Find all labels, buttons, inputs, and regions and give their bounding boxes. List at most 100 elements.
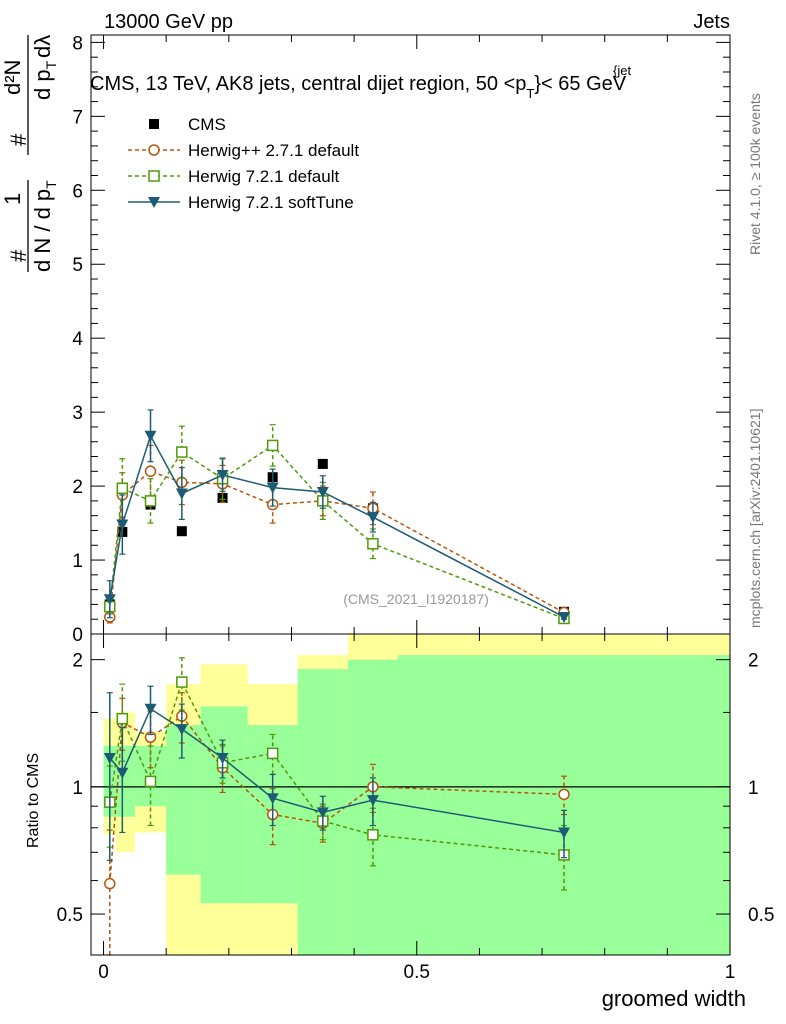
point-herwig-7-2-1-default	[367, 538, 379, 550]
main-ytick-label: 0	[72, 625, 83, 646]
side-label-top: Rivet 4.1.0, ≥ 100k events	[747, 93, 763, 255]
watermark: (CMS_2021_I1920187)	[343, 591, 489, 607]
point-herwig-7-2-1-softtune	[557, 827, 570, 839]
ylabel-den: d N / d pT	[30, 180, 59, 272]
x-axis-label: groomed width	[602, 986, 746, 1011]
main-ytick-label: 2	[72, 477, 83, 498]
main-ytick-label: 3	[72, 403, 83, 424]
xtick-label: 1	[725, 962, 736, 983]
ylabel-dlam: dλ	[30, 35, 55, 58]
point-herwig-7-2-1-softtune	[116, 519, 129, 531]
xtick-label: 0.5	[404, 962, 430, 983]
point-herwig-7-2-1-default	[266, 439, 279, 452]
plot-title: CMS, 13 TeV, AK8 jets, central dijet reg…	[90, 73, 627, 101]
point-herwig-2-7-1-default	[558, 788, 570, 801]
ylabel-den2: d pT	[30, 60, 59, 100]
ratio-ytick-label-right: 0.5	[748, 905, 774, 926]
series-cms	[104, 458, 569, 617]
xtick-label: 0	[98, 962, 109, 983]
category-label: Jets	[693, 11, 730, 33]
ratio-ytick-label: 1	[72, 778, 83, 799]
main-frame	[90, 34, 731, 635]
point-herwig-2-7-1-default	[144, 465, 157, 478]
point-herwig-7-2-1-softtune	[103, 594, 116, 606]
series-herwig-7-2-1-softtune	[103, 409, 570, 623]
legend-item-cms: CMS	[149, 115, 226, 134]
legend-label: Herwig++ 2.7.1 default	[188, 141, 359, 160]
ratio-ytick-label-right: 1	[748, 778, 759, 799]
point-herwig-7-2-1-default	[176, 446, 188, 458]
point-herwig-7-2-1-softtune	[557, 611, 570, 623]
plot-title-sup: {jet	[613, 63, 631, 78]
point-herwig-7-2-1-softtune	[103, 753, 116, 765]
legend: CMS Herwig++ 2.7.1 default Herwig 7.2.1 de…	[128, 115, 359, 212]
legend-marker-herwig-2-7-1-default	[148, 144, 160, 156]
main-ytick-label: 8	[72, 33, 83, 54]
band-green	[103, 655, 730, 955]
main-ylabel: # 1 d N / d pT # d²N d pT dλ	[0, 35, 59, 272]
main-ytick-label: 4	[72, 329, 83, 350]
ylabel-one: 1	[0, 193, 25, 205]
side-label-bottom: mcplots.cern.ch [arXiv:2401.10621]	[747, 409, 763, 628]
main-panel: 0 1 2 3 4 5 6 7 8	[72, 33, 731, 646]
main-ytick-label: 7	[72, 107, 83, 128]
point-herwig-7-2-1-softtune	[366, 795, 379, 807]
point-herwig-7-2-1-softtune	[144, 430, 157, 442]
point-herwig-2-7-1-default	[104, 877, 116, 890]
legend-item-herwig-7-2-1-default: Herwig 7.2.1 default	[128, 167, 339, 186]
point-herwig-7-2-1-softtune	[366, 512, 379, 524]
main-ytick-label: 6	[72, 181, 83, 202]
point-herwig-7-2-1-default	[116, 482, 129, 495]
point-herwig-7-2-1-softtune	[316, 807, 329, 819]
band-bin-green	[200, 706, 248, 904]
point-herwig-7-2-1-softtune	[216, 753, 229, 765]
plot-title-main: CMS, 13 TeV, AK8 jets, central dijet reg…	[90, 73, 526, 95]
point-herwig-7-2-1-softtune	[175, 488, 188, 500]
point-cms	[317, 458, 328, 469]
ratio-panel: 0.5 1 2 0.5 1 2 0 0.5 1	[57, 633, 774, 983]
ratio-frame	[90, 633, 731, 956]
ratio-ytick-label-right: 2	[748, 651, 759, 672]
point-herwig-7-2-1-default	[144, 495, 157, 507]
point-herwig-7-2-1-softtune	[266, 793, 279, 805]
series-line-herwig-2-7-1-default	[109, 470, 565, 618]
series-herwig-2-7-1-default	[104, 444, 570, 624]
legend-label: Herwig 7.2.1 default	[188, 167, 339, 186]
ylabel-hash-2: #	[6, 133, 31, 146]
point-herwig-7-2-1-default	[144, 775, 157, 788]
series-line-herwig-7-2-1-default	[109, 680, 565, 856]
point-herwig-7-2-1-softtune	[216, 470, 229, 482]
point-herwig-7-2-1-softtune	[116, 767, 129, 779]
point-herwig-7-2-1-softtune	[175, 724, 188, 736]
ratio-ytick-label: 0.5	[57, 905, 83, 926]
plot-title-sub: T	[526, 86, 534, 101]
point-herwig-7-2-1-softtune	[266, 482, 279, 494]
legend-label: CMS	[188, 115, 226, 134]
ratio-ylabel: Ratio to CMS	[25, 753, 42, 848]
legend-marker-cms	[149, 119, 159, 129]
point-herwig-7-2-1-default	[367, 829, 379, 841]
plot-title-end: }< 65 GeV	[534, 73, 626, 95]
band-bin-green	[116, 745, 135, 817]
band-bin-green	[166, 725, 201, 875]
ratio-ytick-label: 2	[72, 651, 83, 672]
point-cms	[176, 526, 187, 537]
point-herwig-7-2-1-default	[176, 676, 188, 688]
ylabel-hash: #	[6, 249, 31, 262]
legend-marker-herwig-7-2-1-softtune	[148, 197, 160, 208]
main-ytick-label: 1	[72, 551, 83, 572]
legend-marker-herwig-7-2-1-default	[148, 170, 160, 182]
main-ytick-label: 5	[72, 255, 83, 276]
legend-item-herwig-7-2-1-softtune: Herwig 7.2.1 softTune	[128, 193, 354, 212]
point-herwig-7-2-1-default	[116, 712, 129, 725]
series-herwig-7-2-1-default	[104, 424, 570, 625]
series-herwig-7-2-1-softtune	[103, 685, 570, 861]
legend-item-herwig-2-7-1-default: Herwig++ 2.7.1 default	[128, 141, 359, 160]
energy-label: 13000 GeV pp	[104, 11, 233, 33]
ylabel-num2: d²N	[0, 60, 25, 95]
point-herwig-7-2-1-default	[266, 747, 279, 760]
point-herwig-7-2-1-softtune	[144, 703, 157, 715]
legend-label: Herwig 7.2.1 softTune	[188, 193, 354, 212]
point-herwig-7-2-1-softtune	[316, 487, 329, 499]
